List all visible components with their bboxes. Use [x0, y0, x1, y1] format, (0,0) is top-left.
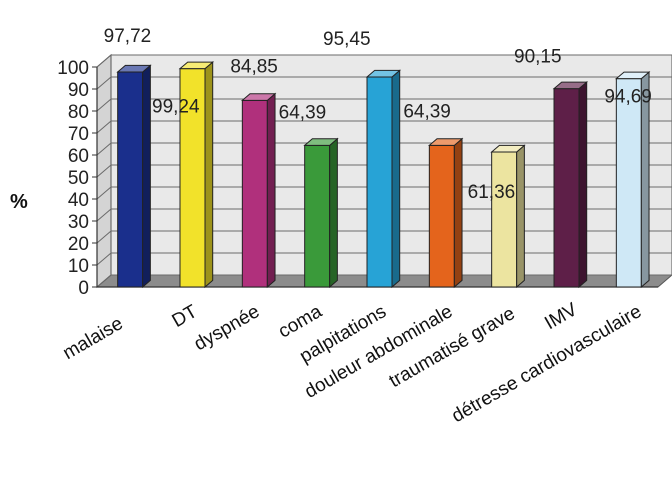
bar — [116, 64, 152, 289]
bar-top — [490, 144, 526, 153]
data-label: 64,39 — [403, 101, 451, 122]
gridline — [96, 208, 672, 222]
data-label: 61,36 — [468, 182, 516, 203]
bar-side — [578, 80, 588, 289]
bar-top — [303, 138, 339, 146]
gridline — [96, 230, 672, 244]
bar-front — [241, 99, 268, 288]
data-label: 84,85 — [230, 56, 278, 77]
bar-side — [391, 69, 401, 289]
data-label: 97,72 — [104, 26, 152, 47]
y-tick-label: 20 — [68, 234, 89, 255]
data-label: 64,39 — [279, 102, 327, 123]
gridline — [96, 142, 672, 156]
data-label: 94,69 — [604, 87, 652, 108]
bar — [365, 69, 402, 289]
gridline — [96, 164, 672, 178]
bar-front — [117, 71, 144, 288]
category-label: malaise — [59, 313, 126, 364]
gridline — [96, 54, 672, 68]
gridline — [96, 98, 672, 112]
bar-front — [179, 68, 206, 288]
bar — [303, 137, 339, 289]
gridline — [96, 76, 672, 90]
bar-front — [553, 88, 580, 288]
bar-front — [428, 144, 455, 288]
y-tick-label: 100 — [57, 58, 89, 79]
y-tick-label: 0 — [78, 278, 89, 299]
bar-top — [552, 81, 589, 90]
category-label: DT — [169, 301, 202, 332]
bar-side — [204, 60, 214, 289]
y-tick-label: 90 — [68, 80, 89, 101]
bar-side — [453, 137, 463, 289]
bar — [240, 92, 277, 289]
bar-top — [365, 69, 402, 78]
bar-side — [142, 64, 151, 289]
data-label: 90,15 — [514, 47, 562, 68]
gridline — [96, 274, 672, 288]
category-label: dyspnée — [191, 301, 264, 355]
bar-series — [116, 60, 651, 289]
bar-front — [304, 144, 331, 288]
data-label: 95,45 — [323, 29, 371, 50]
y-axis-title: % — [10, 191, 28, 213]
bar — [178, 60, 215, 289]
bar-top — [427, 138, 464, 146]
bar — [490, 144, 526, 289]
bar-side — [266, 92, 276, 289]
bar-front — [366, 76, 393, 288]
y-tick-label: 10 — [68, 256, 89, 277]
bar-side — [329, 137, 338, 289]
y-tick-label: 30 — [68, 212, 89, 233]
bar-top — [178, 61, 215, 70]
bar-side — [516, 144, 525, 289]
gridline — [96, 120, 672, 134]
y-tick-label: 80 — [68, 102, 89, 123]
y-tick-label: 40 — [68, 190, 89, 211]
data-label: 99,24 — [152, 97, 200, 118]
bar-top — [614, 71, 651, 80]
bar-top — [116, 64, 152, 73]
gridline — [96, 186, 672, 200]
gridline — [96, 252, 672, 266]
bar — [614, 70, 651, 289]
data-labels: 97,72 99,24 84,85 64,39 95,45 64,39 61,36 90,15… — [104, 26, 652, 203]
y-tick-label: 50 — [68, 168, 89, 189]
y-tick-label: 60 — [68, 146, 89, 167]
bar-front — [491, 151, 518, 288]
bar-top — [240, 93, 277, 101]
bar-front — [615, 78, 642, 288]
bar — [552, 80, 589, 289]
bar — [427, 137, 464, 289]
y-tick-label: 70 — [68, 124, 89, 145]
category-label: IMV — [541, 299, 581, 334]
